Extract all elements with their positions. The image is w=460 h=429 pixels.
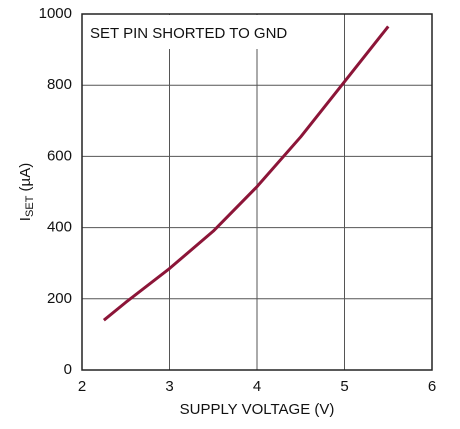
data-line (102, 25, 390, 322)
x-tick-label: 3 (165, 378, 173, 395)
plot-frame (81, 13, 433, 371)
x-axis-label: SUPPLY VOLTAGE (V) (180, 401, 335, 418)
y-axis-label: ISET (µA) (17, 163, 36, 221)
x-tick-label: 4 (253, 378, 261, 395)
y-label-main: I (17, 217, 34, 221)
annotation-box (83, 15, 315, 49)
x-tick-label: 5 (340, 378, 348, 395)
y-tick-label: 600 (47, 147, 72, 164)
y-tick-label: 400 (47, 219, 72, 236)
annotation: SET PIN SHORTED TO GND (90, 25, 287, 42)
y-tick-label: 800 (47, 76, 72, 93)
y-label-unit: (µA) (17, 163, 34, 196)
y-tick-label: 200 (47, 290, 72, 307)
x-tick-label: 6 (428, 378, 436, 395)
y-label-sub: SET (24, 195, 36, 217)
x-tick-label: 2 (78, 378, 86, 395)
y-tick-label: 1000 (39, 5, 72, 22)
y-tick-label: 0 (64, 361, 72, 378)
